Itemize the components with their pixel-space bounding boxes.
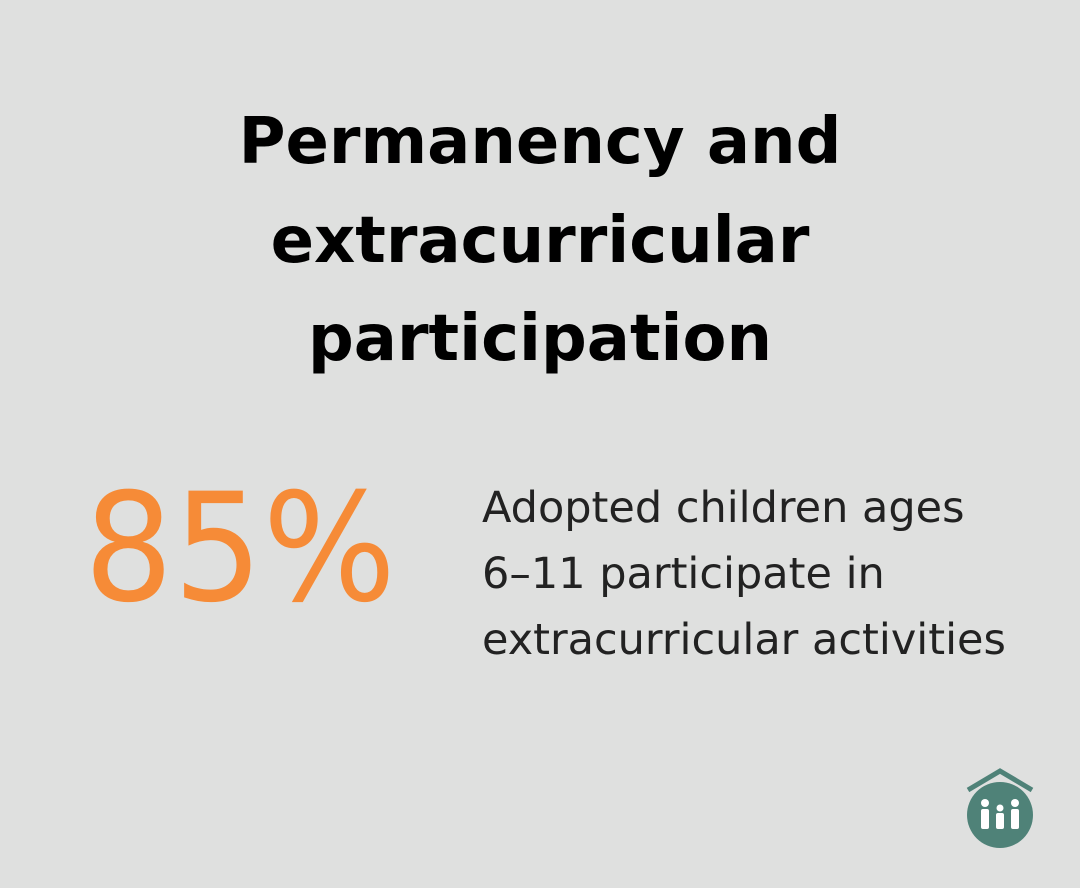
title-line: participation — [308, 302, 772, 376]
logo-figures — [981, 799, 1019, 829]
description-line: 6–11 participate in — [482, 549, 885, 599]
logo-roof — [966, 768, 1034, 793]
stat: 85% — [84, 462, 396, 636]
title-line: extracurricular — [271, 204, 810, 278]
title-line: Permanency and — [239, 105, 842, 179]
logo — [966, 768, 1034, 848]
description-line: extracurricular activities — [482, 615, 1006, 665]
description-line: Adopted children ages — [482, 483, 965, 533]
